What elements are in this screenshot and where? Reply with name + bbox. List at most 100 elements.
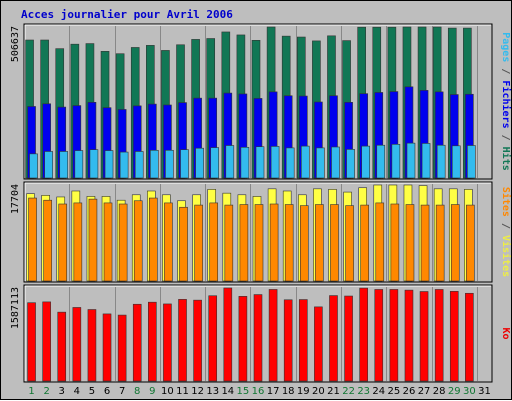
panel-top-ylabel: Pages / Fichiers / Hits (500, 32, 512, 171)
bar-pages-13 (210, 147, 220, 179)
bar-ko-18 (283, 299, 293, 382)
bar-pages-26 (406, 142, 416, 179)
bar-sites-9 (149, 197, 158, 282)
x-tick-label: 21 (327, 386, 340, 397)
bar-ko-21 (329, 295, 338, 382)
x-tick-label: 5 (89, 386, 95, 397)
x-tick-label: 3 (59, 386, 65, 397)
bar-pages-5 (89, 149, 99, 179)
chart-title: Acces journalier pour Avril 2006 (21, 8, 233, 21)
bar-pages-27 (421, 143, 431, 179)
bar-pages-8 (134, 151, 144, 179)
bar-sites-28 (435, 204, 445, 282)
ylabel-part: Sites (500, 187, 512, 217)
x-tick-label: 16 (252, 386, 265, 397)
x-tick-label: 23 (357, 386, 370, 397)
bar-ko-28 (434, 289, 444, 382)
bar-pages-20 (316, 147, 325, 179)
bar-ko-16 (253, 294, 263, 382)
bar-sites-20 (315, 204, 324, 282)
bar-pages-17 (270, 146, 280, 179)
x-tick-label: 18 (282, 386, 295, 397)
bar-sites-12 (194, 204, 203, 282)
bar-pages-24 (376, 144, 386, 179)
x-tick-label: 29 (448, 386, 461, 397)
bar-ko-26 (404, 289, 414, 382)
ylabel-part: Hits (500, 147, 512, 171)
ylabel-part: Ko (500, 327, 511, 339)
bar-sites-24 (375, 202, 385, 282)
bar-sites-4 (73, 202, 83, 282)
x-tick-label: 9 (149, 386, 155, 397)
bar-ko-30 (465, 292, 474, 382)
bar-sites-25 (390, 203, 400, 282)
x-tick-label: 10 (161, 386, 174, 397)
bar-ko-14 (223, 287, 233, 382)
x-tick-label: 8 (134, 386, 140, 397)
x-tick-label: 7 (119, 386, 125, 397)
ylabel-part: / (500, 62, 511, 80)
bar-pages-10 (165, 149, 174, 179)
x-tick-label: 26 (403, 386, 416, 397)
bar-pages-23 (361, 145, 370, 179)
bar-pages-28 (436, 144, 446, 179)
bar-ko-7 (117, 314, 127, 382)
bar-pages-19 (300, 145, 310, 179)
bar-sites-18 (284, 204, 294, 282)
bar-ko-9 (148, 301, 157, 382)
bar-pages-25 (391, 144, 401, 179)
bar-sites-10 (164, 202, 173, 282)
bar-ko-3 (57, 311, 67, 382)
bar-pages-7 (119, 151, 129, 179)
panel-mid-ylabel: Sites / Visites (500, 187, 512, 277)
bar-ko-13 (208, 295, 218, 382)
bar-ko-29 (449, 291, 459, 382)
bar-sites-22 (345, 205, 354, 282)
x-tick-label: 15 (237, 386, 250, 397)
bar-sites-2 (43, 199, 52, 282)
bar-ko-24 (374, 289, 384, 382)
x-tick-label: 31 (478, 386, 491, 397)
bar-sites-8 (133, 200, 143, 282)
bar-pages-9 (150, 149, 159, 179)
bar-ko-20 (314, 306, 323, 382)
panel-mid-max-label: 17704 (10, 184, 21, 214)
x-tick-label: 20 (312, 386, 325, 397)
bar-sites-5 (88, 198, 98, 282)
x-tick-label: 19 (297, 386, 310, 397)
ylabel-part: Visites (500, 235, 512, 277)
bar-sites-23 (360, 204, 369, 282)
bar-ko-25 (389, 289, 399, 382)
bar-sites-7 (118, 203, 128, 282)
bar-ko-22 (344, 295, 353, 382)
panel-top-max-label: 506637 (10, 26, 21, 62)
x-tick-label: 17 (267, 386, 280, 397)
bar-sites-17 (269, 203, 279, 282)
bar-sites-3 (58, 203, 68, 282)
bar-ko-12 (193, 299, 202, 382)
x-tick-label: 1 (28, 386, 34, 397)
bar-sites-6 (103, 202, 113, 282)
ylabel-part: / (500, 129, 511, 147)
bar-sites-1 (28, 197, 37, 282)
bar-sites-21 (330, 204, 339, 282)
bar-pages-14 (225, 145, 235, 179)
bar-pages-11 (180, 149, 189, 179)
x-tick-label: 6 (104, 386, 110, 397)
bar-ko-5 (87, 309, 97, 382)
bar-ko-17 (268, 289, 278, 382)
bar-sites-11 (179, 206, 188, 282)
panel-bot-max-label: 1587113 (10, 287, 21, 329)
bar-sites-16 (254, 204, 264, 282)
x-tick-label: 24 (372, 386, 385, 397)
x-tick-label: 28 (433, 386, 446, 397)
bar-ko-10 (163, 303, 172, 382)
bar-pages-15 (240, 147, 250, 179)
panel-bot-ylabel: Ko (500, 327, 511, 339)
bar-sites-13 (209, 202, 219, 282)
bar-pages-21 (331, 146, 340, 179)
x-tick-label: 13 (206, 386, 219, 397)
bar-ko-19 (298, 299, 308, 382)
bar-ko-1 (27, 302, 36, 382)
